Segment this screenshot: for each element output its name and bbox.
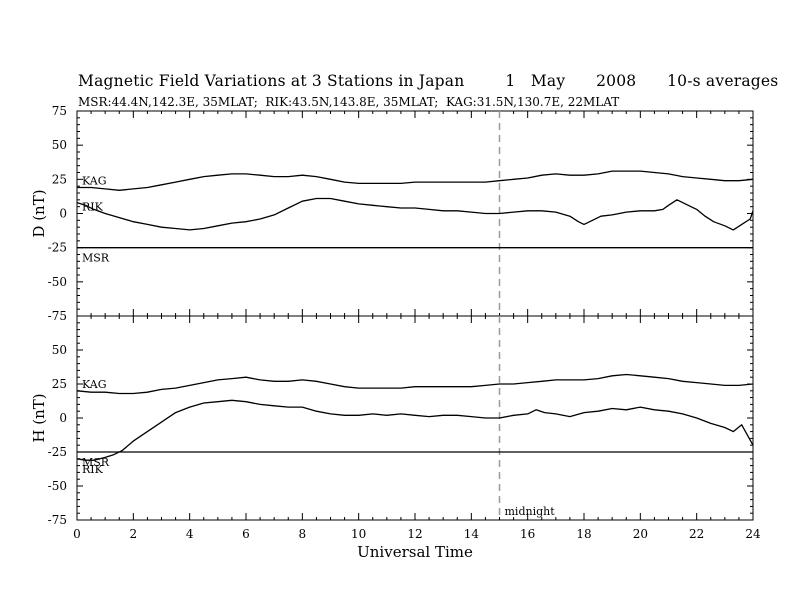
y-tick-label-d: 75: [52, 104, 67, 118]
series-line-kag-h: [76, 373, 754, 395]
series-label-rik-d: RIK: [82, 201, 104, 214]
y-tick-label-h: -75: [48, 513, 67, 527]
panel-frame-d: [76, 110, 754, 317]
series-label-rik-h: RIK: [82, 463, 104, 476]
x-tick-label: 18: [576, 527, 591, 541]
y-tick-label-d: 50: [52, 138, 67, 152]
x-tick-label: 0: [73, 527, 81, 541]
y-tick-label-d: -50: [48, 275, 67, 289]
y-tick-label-d: -25: [48, 241, 67, 255]
series-line-rik-h: [76, 399, 754, 461]
x-tick-label: 4: [186, 527, 194, 541]
y-tick-label-h: 50: [52, 343, 67, 357]
x-tick-label: 8: [299, 527, 307, 541]
x-tick-label: 2: [130, 527, 138, 541]
x-tick-label: 24: [745, 527, 761, 541]
y-tick-label-h: -25: [48, 445, 67, 459]
y-tick-label-h: 25: [52, 377, 67, 391]
y-axis-label-d: D (nT): [30, 189, 48, 237]
series-label-msr-h: MSR: [82, 456, 110, 469]
x-tick-label: 20: [633, 527, 648, 541]
y-tick-label-d: 25: [52, 172, 67, 186]
y-tick-label-d: 0: [59, 207, 67, 221]
chart-subtitle: MSR:44.4N,142.3E, 35MLAT; RIK:43.5N,143.…: [78, 95, 620, 109]
y-tick-label-h: -50: [48, 479, 67, 493]
x-tick-label: 12: [407, 527, 422, 541]
x-tick-label: 22: [689, 527, 704, 541]
x-tick-label: 14: [464, 527, 480, 541]
x-axis-label: Universal Time: [357, 543, 473, 561]
x-tick-label: 16: [520, 527, 535, 541]
x-tick-label: 10: [351, 527, 366, 541]
x-tick-label: 6: [242, 527, 250, 541]
panel-frame-h: [76, 315, 754, 521]
series-line-kag-d: [77, 170, 754, 191]
midnight-annotation: midnight: [505, 505, 556, 518]
y-tick-label-h: 0: [59, 411, 67, 425]
series-line-rik-d: [76, 197, 754, 231]
chart-title: Magnetic Field Variations at 3 Stations …: [78, 72, 779, 90]
series-label-msr-d: MSR: [82, 252, 110, 265]
series-label-kag-d: KAG: [82, 175, 107, 188]
series-label-kag-h: KAG: [82, 378, 107, 391]
y-tick-label-d: -75: [48, 309, 67, 323]
y-axis-label-h: H (nT): [30, 393, 48, 442]
